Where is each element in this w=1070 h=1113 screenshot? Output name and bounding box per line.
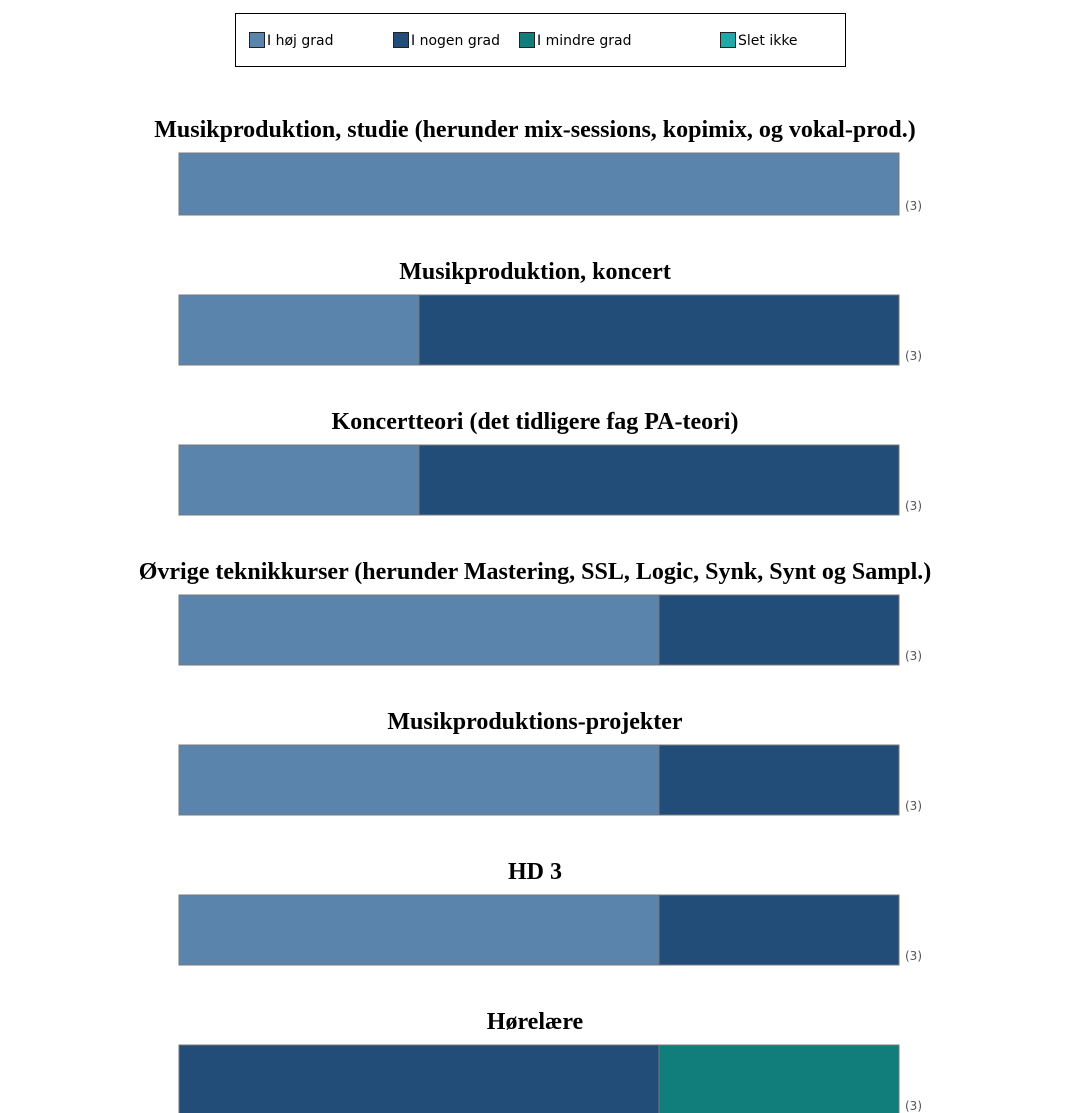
bar-title: Koncertteori (det tidligere fag PA-teori… [332,409,739,435]
bar-title: Hørelære [487,1009,584,1035]
legend-label: Slet ikke [738,33,798,49]
bar-title: HD 3 [508,859,562,885]
legend-label: I høj grad [267,33,333,49]
bar-segment [178,594,660,666]
bar-segment [178,744,660,816]
bar-segment [178,894,660,966]
bar-segment [178,152,900,216]
bar-segment [178,1044,660,1113]
bar-segment [178,444,420,516]
total-label: (3) [905,799,922,813]
bar-segment [658,894,900,966]
legend-swatch [393,32,409,48]
bar-title: Øvrige teknikkurser (herunder Mastering,… [139,559,932,585]
total-label: (3) [905,199,922,213]
bar-segment [658,1044,900,1113]
total-label: (3) [905,1099,922,1113]
legend-label: I mindre grad [537,33,632,49]
bar-segment [178,294,420,366]
legend-box [235,13,846,67]
total-label: (3) [905,349,922,363]
legend-swatch [249,32,265,48]
bar-segment [418,294,900,366]
bar-segment [658,744,900,816]
legend-label: I nogen grad [411,33,500,49]
legend-swatch [519,32,535,48]
total-label: (3) [905,649,922,663]
bar-title: Musikproduktion, studie (herunder mix-se… [154,117,916,143]
bar-segment [418,444,900,516]
total-label: (3) [905,949,922,963]
bar-segment [658,594,900,666]
bar-title: Musikproduktions-projekter [387,709,683,735]
bar-title: Musikproduktion, koncert [399,259,671,285]
total-label: (3) [905,499,922,513]
legend-swatch [720,32,736,48]
